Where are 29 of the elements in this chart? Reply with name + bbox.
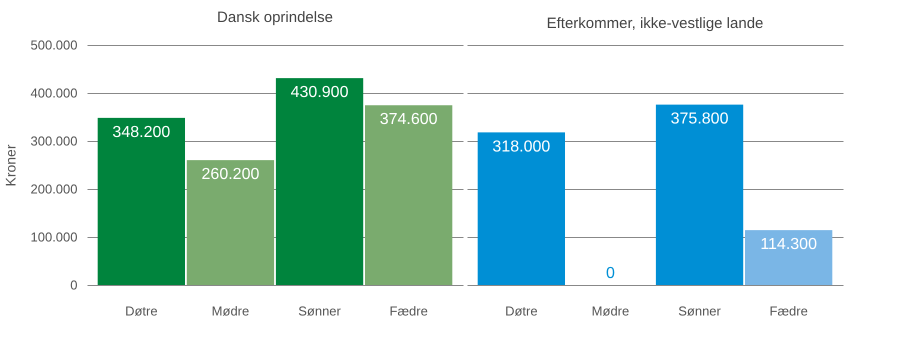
data-label: 430.900	[290, 84, 349, 102]
x-tick-label: Fædre	[770, 304, 808, 318]
y-tick-label: 500.000	[30, 38, 78, 52]
data-label: 374.600	[380, 111, 438, 128]
x-tick-label: Mødre	[212, 304, 250, 318]
bar	[364, 105, 452, 285]
y-tick-label: 100.000	[30, 230, 78, 244]
data-label: 348.200	[112, 124, 170, 141]
y-tick-label: 200.000	[30, 182, 78, 196]
y-axis-title: Kroner	[2, 144, 19, 187]
bar	[276, 78, 364, 285]
x-tick-label: Sønner	[678, 304, 722, 318]
chart-title: Efterkommer, ikke-vestlige lande	[546, 15, 764, 32]
x-tick-label: Døtre	[125, 304, 158, 318]
data-label: 114.300	[760, 236, 818, 254]
data-label: 0	[606, 265, 615, 282]
y-tick-label: 300.000	[30, 134, 78, 148]
x-tick-label: Fædre	[390, 304, 428, 318]
data-label: 375.800	[670, 110, 729, 128]
bar	[98, 118, 186, 285]
y-tick-label: 400.000	[30, 86, 78, 100]
chart-title: Dansk oprindelse	[217, 9, 333, 26]
x-tick-label: Døtre	[505, 304, 538, 318]
data-label: 260.200	[202, 166, 260, 184]
data-label: 318.000	[492, 138, 550, 156]
y-tick-label: 0	[70, 278, 78, 292]
x-tick-label: Sønner	[298, 304, 342, 318]
x-tick-label: Mødre	[592, 304, 630, 318]
bar	[186, 160, 274, 285]
